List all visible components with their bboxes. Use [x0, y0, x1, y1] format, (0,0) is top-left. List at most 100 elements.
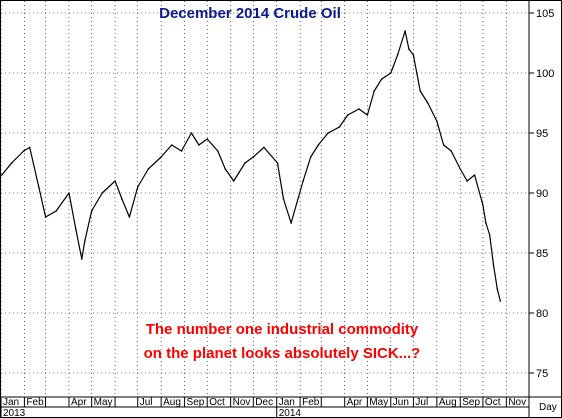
x-tick-label: Apr: [347, 397, 363, 408]
price-point: [466, 180, 468, 182]
price-point: [442, 144, 445, 146]
price-point: [90, 210, 93, 212]
price-point: [404, 30, 406, 32]
x-tick-label: Aug: [163, 397, 181, 408]
price-point: [488, 234, 491, 236]
x-tick-label: Sep: [462, 397, 480, 408]
price-point: [419, 90, 422, 92]
y-tick-label: 95: [536, 128, 548, 140]
x-tick-label: Sep: [187, 397, 205, 408]
price-point: [22, 150, 25, 152]
y-tick-label: 80: [536, 308, 548, 320]
price-point: [496, 288, 499, 290]
price-point: [408, 48, 410, 50]
price-point: [10, 162, 13, 164]
price-point: [206, 138, 209, 140]
price-point: [358, 108, 360, 110]
price-point: [121, 198, 123, 200]
x-tick-label: Jun: [393, 397, 409, 408]
x-tick-label: Dec: [255, 397, 273, 408]
price-point: [81, 258, 83, 260]
price-point: [459, 168, 462, 170]
y-tick-label: 90: [536, 188, 548, 200]
price-point: [263, 146, 265, 149]
price-point: [473, 174, 476, 176]
price-point: [492, 264, 495, 266]
price-point: [396, 54, 399, 56]
price-point: [426, 102, 429, 104]
price-point: [101, 192, 104, 194]
price-point: [136, 186, 139, 188]
x-tick-label: May: [94, 397, 113, 408]
price-point: [450, 150, 452, 152]
price-point: [170, 144, 173, 146]
price-point: [290, 222, 292, 224]
x-tick-label: Jan: [3, 397, 19, 408]
price-point: [224, 168, 227, 170]
year-label: 2013: [3, 408, 26, 418]
x-tick-label: Nov: [233, 397, 251, 408]
y-tick-label: 85: [536, 248, 548, 260]
x-tick-label: Apr: [71, 397, 87, 408]
price-point: [380, 78, 383, 80]
price-point: [485, 222, 487, 224]
annotation-line-1: The number one industrial commodity: [146, 321, 419, 338]
price-point: [309, 156, 312, 158]
x-tick-label: Jul: [415, 397, 428, 408]
y-tick-label: 105: [536, 8, 554, 20]
price-point: [84, 240, 86, 242]
price-point: [436, 120, 438, 122]
price-point: [114, 180, 116, 182]
y-tick-label: 75: [536, 368, 548, 380]
price-point: [366, 114, 369, 116]
price-point: [282, 198, 285, 200]
price-point: [190, 132, 193, 134]
price-point: [232, 180, 235, 182]
price-point: [346, 114, 349, 116]
price-point: [244, 162, 246, 164]
price-point: [147, 168, 150, 170]
price-point: [327, 132, 329, 134]
price-point: [160, 156, 162, 158]
annotation-line-2: on the planet looks absolutely SICK...?: [144, 345, 421, 362]
x-unit-label: Day: [539, 402, 557, 413]
price-point: [28, 146, 31, 149]
x-tick-label: Feb: [302, 397, 320, 408]
price-point: [338, 126, 341, 128]
x-tick-label: Jul: [140, 397, 153, 408]
price-point: [317, 144, 320, 146]
price-line: [1, 30, 501, 302]
price-point: [499, 300, 502, 302]
price-point: [128, 216, 131, 218]
chart-title: December 2014 Crude Oil: [159, 5, 341, 22]
price-point: [68, 192, 70, 194]
year-label: 2014: [279, 408, 302, 418]
grid: [0, 1, 529, 397]
price-point: [389, 72, 392, 74]
price-point: [55, 210, 57, 212]
y-tick-label: 100: [536, 68, 554, 80]
price-point: [276, 162, 279, 164]
price-point: [180, 150, 183, 152]
x-tick-label: Feb: [26, 397, 44, 408]
x-tick-label: Aug: [439, 397, 457, 408]
price-point: [252, 156, 255, 158]
price-point: [74, 228, 77, 230]
price-point: [302, 180, 304, 182]
price-point: [216, 150, 219, 152]
price-point: [44, 216, 47, 218]
x-tick-label: May: [369, 397, 388, 408]
x-tick-label: Oct: [209, 397, 225, 408]
price-point: [373, 90, 375, 92]
x-tick-label: Oct: [485, 397, 501, 408]
price-point: [412, 54, 415, 56]
x-tick-label: Jan: [279, 397, 295, 408]
price-point: [37, 186, 40, 188]
price-series: [0, 30, 502, 302]
price-point: [482, 204, 484, 206]
price-point: [0, 174, 3, 176]
x-tick-label: Nov: [508, 397, 526, 408]
